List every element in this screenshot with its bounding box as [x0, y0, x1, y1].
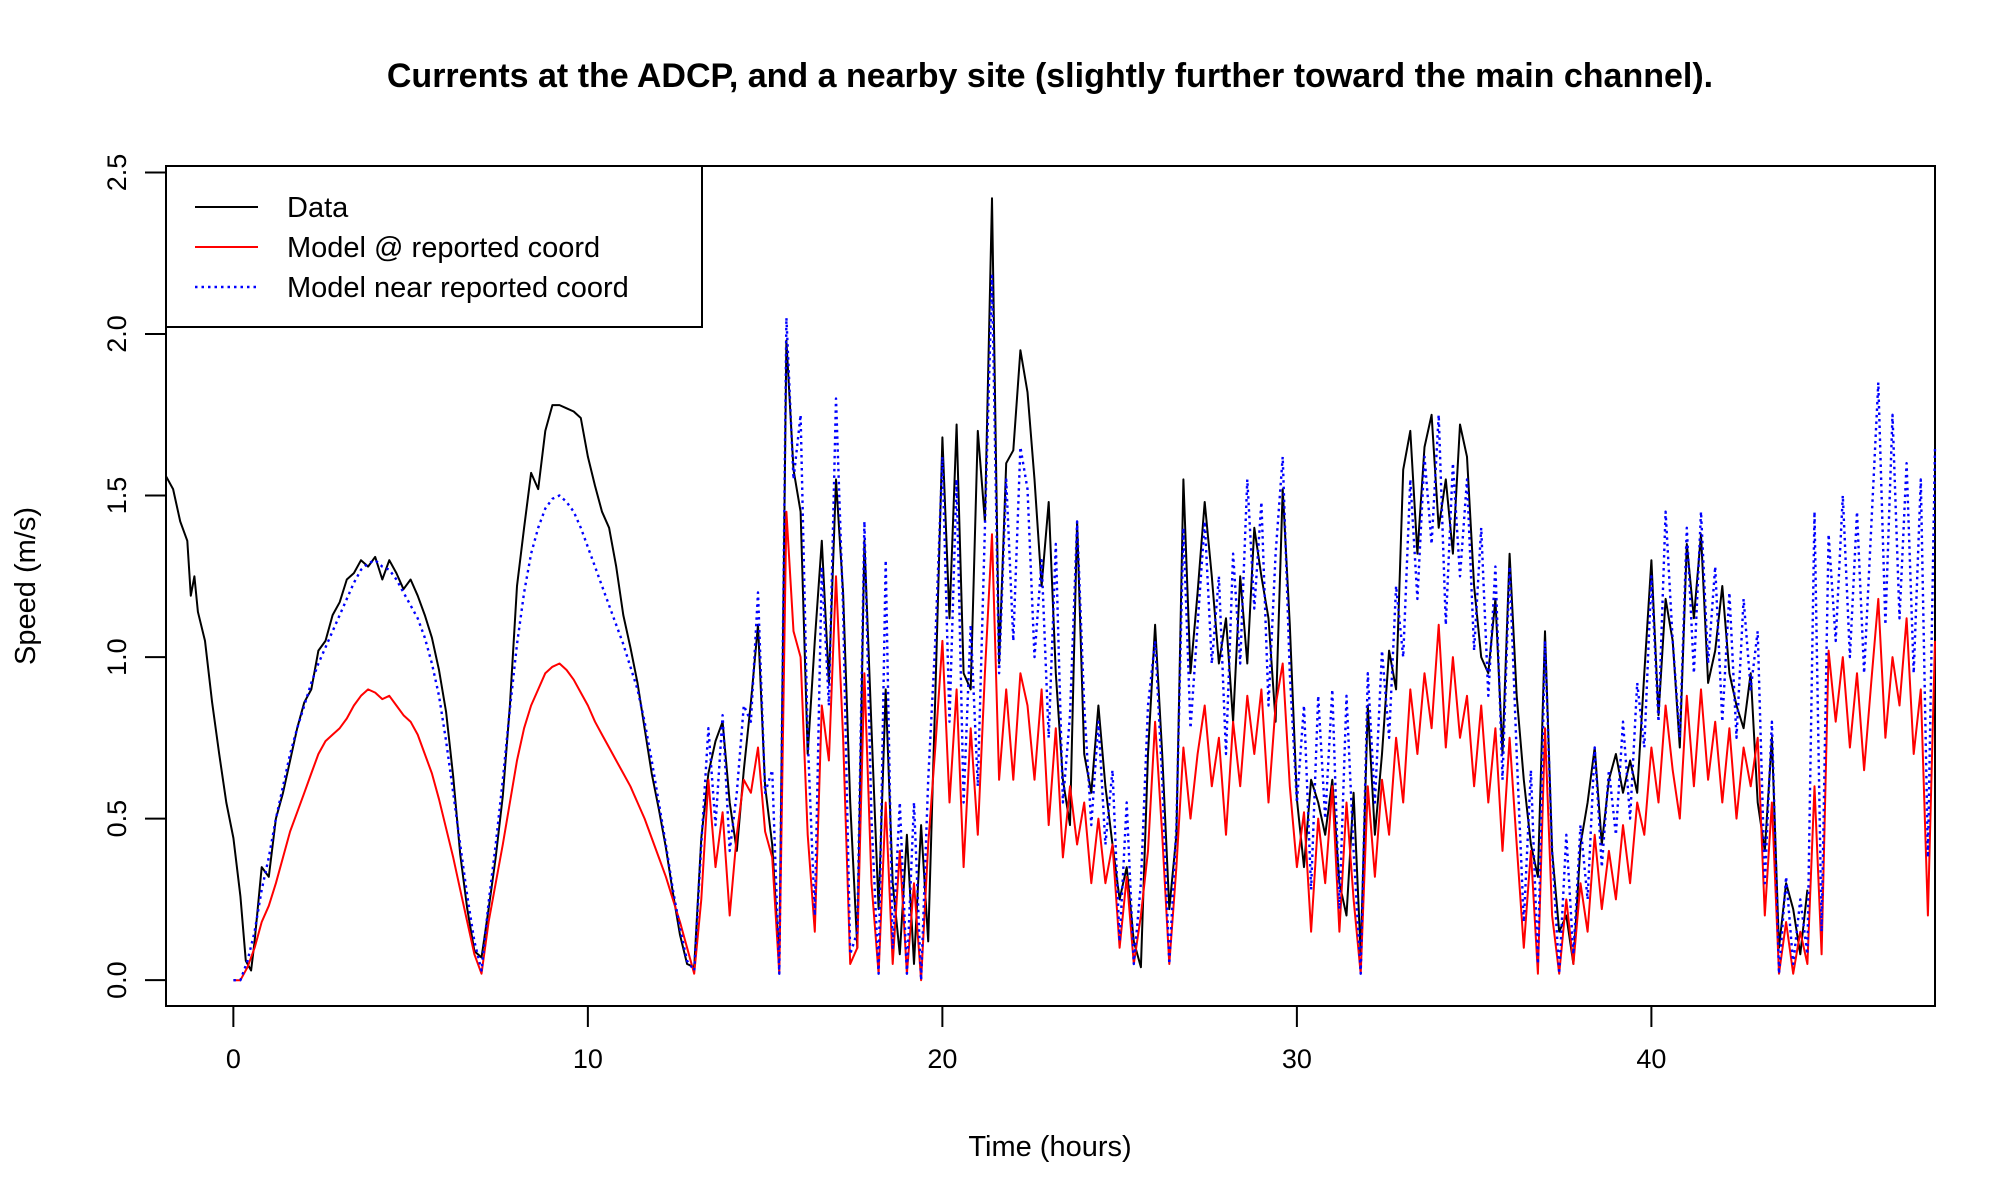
y-tick-label: 2.5	[102, 154, 132, 192]
x-tick-label: 40	[1636, 1044, 1666, 1074]
legend: Data Model @ reported coord Model near r…	[165, 165, 703, 328]
x-tick-label: 20	[927, 1044, 957, 1074]
chart-title: Currents at the ADCP, and a nearby site …	[387, 57, 1713, 95]
x-tick-label: 10	[573, 1044, 603, 1074]
legend-label-data: Data	[287, 192, 349, 224]
x-tick-label: 0	[226, 1044, 241, 1074]
series-layer	[165, 197, 1937, 982]
x-axis: 0 10 20 30 40	[226, 1005, 1666, 1074]
y-tick-label: 2.0	[102, 315, 132, 353]
y-axis-label: Speed (m/s)	[10, 507, 42, 665]
y-tick-label: 1.0	[102, 638, 132, 676]
series-line-2	[233, 274, 1937, 982]
legend-label-model-near-coord: Model near reported coord	[287, 272, 629, 304]
y-tick-label: 0.5	[102, 800, 132, 838]
x-axis-label: Time (hours)	[968, 1131, 1131, 1163]
series-line-1	[233, 510, 1936, 982]
y-tick-label: 0.0	[102, 961, 132, 999]
y-axis: 0.0 0.5 1.0 1.5 2.0 2.5	[102, 154, 167, 999]
legend-label-model-at-coord: Model @ reported coord	[287, 232, 600, 264]
x-tick-label: 30	[1282, 1044, 1312, 1074]
series-line-0	[165, 197, 1809, 972]
y-tick-label: 1.5	[102, 477, 132, 515]
